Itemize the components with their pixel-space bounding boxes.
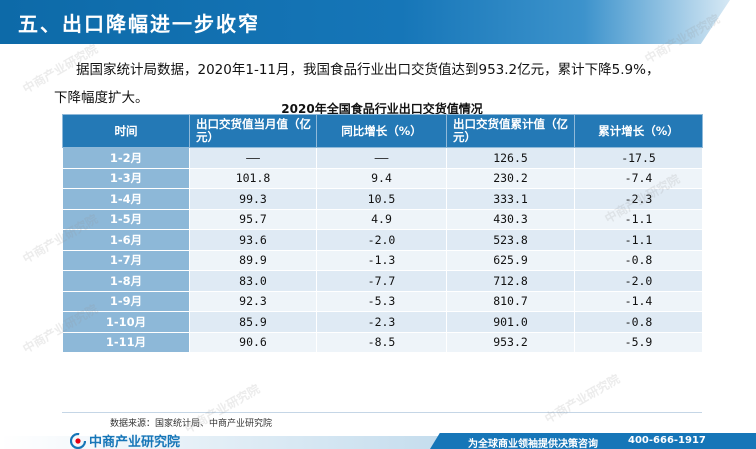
monthly-value-cell: 90.6	[189, 331, 317, 353]
logo-text: 中商产业研究院	[89, 435, 181, 449]
cumulative-growth-cell: -2.3	[574, 188, 703, 210]
cumulative-growth-cell: -17.5	[574, 147, 703, 169]
yoy-cell: 10.5	[316, 188, 447, 210]
table-row: 1-5月 95.7 4.9 430.3 -1.1	[62, 208, 703, 230]
row-time-cell: 1-7月	[62, 249, 190, 271]
yoy-cell: ——	[316, 147, 447, 169]
monthly-value-cell: ——	[189, 147, 317, 169]
table-row: 1-10月 85.9 -2.3 901.0 -0.8	[62, 311, 703, 333]
logo-mark-icon	[70, 432, 86, 449]
table-row: 1-11月 90.6 -8.5 953.2 -5.9	[62, 331, 703, 353]
section-title: 五、出口降幅进一步收窄	[18, 12, 260, 36]
monthly-value-cell: 95.7	[189, 208, 317, 230]
cumulative-value-cell: 625.9	[446, 249, 575, 271]
cumulative-growth-cell: -7.4	[574, 167, 703, 189]
yoy-cell: -2.0	[316, 229, 447, 251]
watermark: 中商产业研究院	[542, 371, 623, 426]
cumulative-value-cell: 901.0	[446, 311, 575, 333]
cumulative-value-cell: 523.8	[446, 229, 575, 251]
section-title-bar	[0, 0, 730, 44]
cumulative-growth-cell: -2.0	[574, 270, 703, 292]
table-row: 1-9月 92.3 -5.3 810.7 -1.4	[62, 290, 703, 312]
col-header-cumulative-value: 出口交货值累计值（亿元）	[446, 114, 575, 148]
row-time-cell: 1-8月	[62, 270, 190, 292]
footer-phone: 400-666-1917	[628, 435, 706, 446]
table-title: 2020年全国食品行业出口交货值情况	[281, 102, 483, 116]
yoy-cell: -8.5	[316, 331, 447, 353]
cumulative-value-cell: 230.2	[446, 167, 575, 189]
footer-stripe	[0, 436, 440, 449]
cumulative-value-cell: 126.5	[446, 147, 575, 169]
cumulative-growth-cell: -0.8	[574, 311, 703, 333]
yoy-cell: 4.9	[316, 208, 447, 230]
yoy-cell: -1.3	[316, 249, 447, 271]
data-source: 数据来源：国家统计局、中商产业研究院	[110, 419, 273, 429]
table-row: 1-2月 —— —— 126.5 -17.5	[62, 147, 703, 169]
cumulative-value-cell: 430.3	[446, 208, 575, 230]
monthly-value-cell: 85.9	[189, 311, 317, 333]
col-header-cumulative-growth: 累计增长（%）	[574, 114, 703, 148]
col-header-yoy: 同比增长（%）	[316, 114, 447, 148]
col-header-time: 时间	[62, 114, 190, 148]
table-row: 1-4月 99.3 10.5 333.1 -2.3	[62, 188, 703, 210]
yoy-cell: -2.3	[316, 311, 447, 333]
table-row: 1-6月 93.6 -2.0 523.8 -1.1	[62, 229, 703, 251]
row-time-cell: 1-2月	[62, 147, 190, 169]
cumulative-value-cell: 333.1	[446, 188, 575, 210]
cumulative-growth-cell: -0.8	[574, 249, 703, 271]
row-time-cell: 1-6月	[62, 229, 190, 251]
company-logo: 中商产业研究院	[70, 431, 180, 449]
cumulative-growth-cell: -1.1	[574, 229, 703, 251]
yoy-cell: -5.3	[316, 290, 447, 312]
intro-line-2: 下降幅度扩大。	[54, 90, 149, 106]
monthly-value-cell: 93.6	[189, 229, 317, 251]
row-time-cell: 1-5月	[62, 208, 190, 230]
table-row: 1-8月 83.0 -7.7 712.8 -2.0	[62, 270, 703, 292]
footer-bar	[430, 433, 756, 449]
yoy-cell: -7.7	[316, 270, 447, 292]
monthly-value-cell: 89.9	[189, 249, 317, 271]
yoy-cell: 9.4	[316, 167, 447, 189]
cumulative-growth-cell: -1.1	[574, 208, 703, 230]
col-header-monthly-value: 出口交货值当月值（亿元）	[189, 114, 317, 148]
row-time-cell: 1-11月	[62, 331, 190, 353]
footer-divider	[62, 412, 702, 413]
table-header-row: 时间 出口交货值当月值（亿元） 同比增长（%） 出口交货值累计值（亿元） 累计增…	[62, 114, 703, 148]
monthly-value-cell: 99.3	[189, 188, 317, 210]
row-time-cell: 1-4月	[62, 188, 190, 210]
intro-line-1: 据国家统计局数据，2020年1-11月，我国食品行业出口交货值达到953.2亿元…	[76, 62, 660, 78]
cumulative-value-cell: 810.7	[446, 290, 575, 312]
footer-slogan: 为全球商业领袖提供决策咨询	[468, 439, 598, 449]
cumulative-growth-cell: -1.4	[574, 290, 703, 312]
export-table: 时间 出口交货值当月值（亿元） 同比增长（%） 出口交货值累计值（亿元） 累计增…	[62, 114, 703, 353]
monthly-value-cell: 92.3	[189, 290, 317, 312]
row-time-cell: 1-3月	[62, 167, 190, 189]
intro-paragraph: 据国家统计局数据，2020年1-11月，我国食品行业出口交货值达到953.2亿元…	[54, 56, 714, 112]
table-row: 1-7月 89.9 -1.3 625.9 -0.8	[62, 249, 703, 271]
row-time-cell: 1-9月	[62, 290, 190, 312]
row-time-cell: 1-10月	[62, 311, 190, 333]
monthly-value-cell: 101.8	[189, 167, 317, 189]
cumulative-growth-cell: -5.9	[574, 331, 703, 353]
cumulative-value-cell: 712.8	[446, 270, 575, 292]
table-row: 1-3月 101.8 9.4 230.2 -7.4	[62, 167, 703, 189]
monthly-value-cell: 83.0	[189, 270, 317, 292]
cumulative-value-cell: 953.2	[446, 331, 575, 353]
